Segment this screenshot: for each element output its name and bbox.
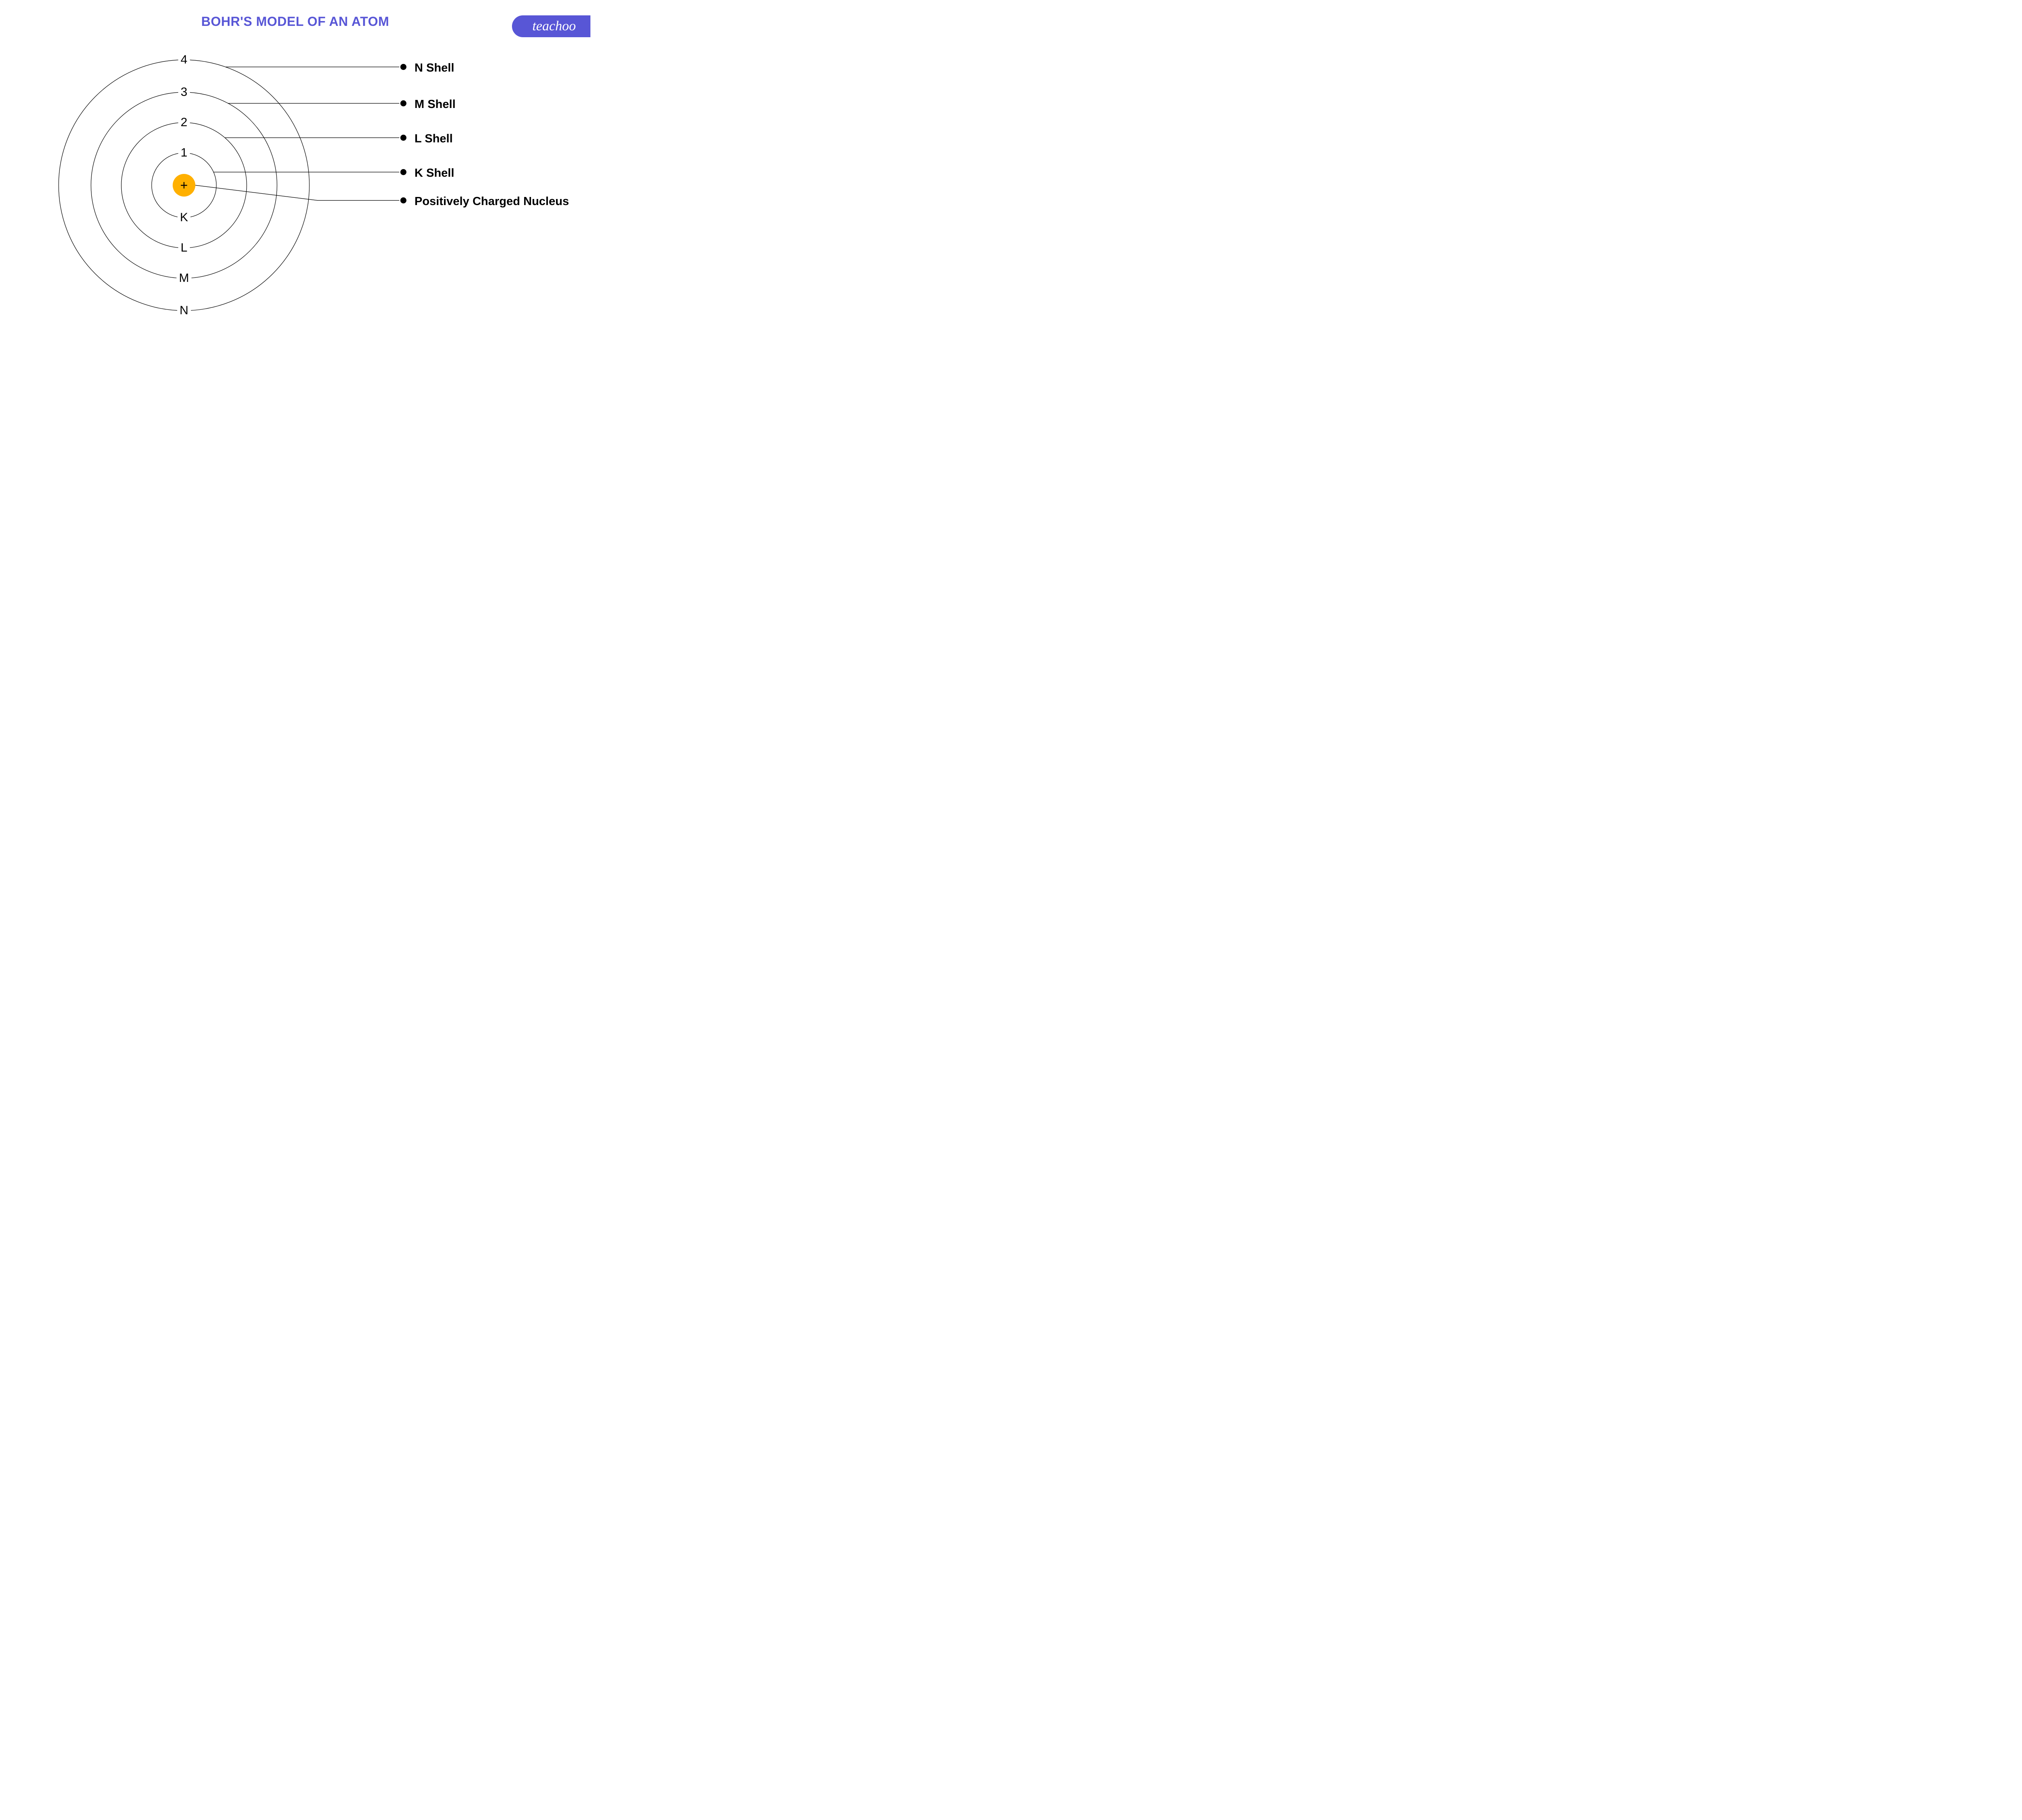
nucleus-plus-icon: + xyxy=(180,179,188,192)
legend-item-k-shell: K Shell xyxy=(400,166,454,180)
shell-number-1: 1 xyxy=(178,146,190,160)
bullet-icon xyxy=(400,64,406,70)
shell-letter-n: N xyxy=(177,304,191,317)
bullet-icon xyxy=(400,169,406,175)
legend-label: L Shell xyxy=(415,131,453,146)
bullet-icon xyxy=(400,197,406,203)
legend-item-n-shell: N Shell xyxy=(400,61,454,75)
bullet-icon xyxy=(400,135,406,141)
atom-svg xyxy=(0,0,590,332)
legend-item-nucleus: Positively Charged Nucleus xyxy=(400,194,569,209)
shell-letter-l: L xyxy=(178,241,190,255)
legend-item-l-shell: L Shell xyxy=(400,131,453,146)
legend-item-m-shell: M Shell xyxy=(400,97,456,112)
shell-letter-m: M xyxy=(177,271,192,285)
bullet-icon xyxy=(400,100,406,106)
shell-letter-k: K xyxy=(178,211,190,224)
shell-number-2: 2 xyxy=(178,116,190,129)
legend-label: Positively Charged Nucleus xyxy=(415,194,569,209)
shell-number-3: 3 xyxy=(178,85,190,99)
legend-label: M Shell xyxy=(415,97,456,112)
legend-label: K Shell xyxy=(415,166,454,180)
bohr-model-diagram: BOHR'S MODEL OF AN ATOM teachoo 1 2 3 4 … xyxy=(0,0,590,332)
shell-number-4: 4 xyxy=(178,53,190,67)
legend-label: N Shell xyxy=(415,61,454,75)
